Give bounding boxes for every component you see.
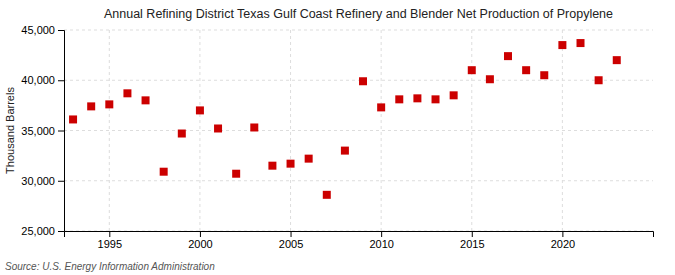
grid-line <box>471 30 472 231</box>
point <box>395 95 403 103</box>
grid-line <box>290 30 291 231</box>
point <box>214 124 222 132</box>
point <box>232 170 240 178</box>
tick-label: 2005 <box>279 238 303 250</box>
chart: 1995 2000 2005 2010 2015 2020 25,000 30,000 35,0… <box>0 0 675 275</box>
tick: 2000 <box>188 231 212 250</box>
point <box>323 191 331 199</box>
point <box>432 95 440 103</box>
y-axis: 25,000 30,000 35,000 40,000 45,000 <box>21 24 64 237</box>
point <box>468 66 476 74</box>
grid-line <box>562 30 563 231</box>
tick: 2010 <box>369 231 393 250</box>
source: Source: U.S. Energy Information Administ… <box>5 261 215 272</box>
point <box>69 115 77 123</box>
tick-mark <box>562 231 563 237</box>
grid-line <box>64 80 653 81</box>
point <box>268 162 276 170</box>
point <box>450 91 458 99</box>
tick: 2020 <box>551 231 575 250</box>
axis-line <box>58 31 65 232</box>
tick-mark <box>58 181 64 182</box>
tick: 2015 <box>460 231 484 250</box>
grid-line <box>64 180 653 181</box>
point <box>123 89 131 97</box>
tick-mark <box>58 131 64 132</box>
tick-label: 2020 <box>551 238 575 250</box>
tick-label: 2010 <box>369 238 393 250</box>
point <box>613 56 621 64</box>
point <box>577 39 585 47</box>
point <box>595 76 603 84</box>
point <box>105 100 113 108</box>
tick-label: 25,000 <box>21 225 55 237</box>
point <box>504 52 512 60</box>
point <box>142 96 150 104</box>
y-axis-title: Thousand Barrels <box>4 87 16 174</box>
tick-mark <box>109 231 110 237</box>
axis-line <box>65 232 654 238</box>
point <box>522 66 530 74</box>
point <box>305 155 313 163</box>
point <box>160 168 168 176</box>
tick-label: 1995 <box>98 238 122 250</box>
point <box>540 71 548 79</box>
tick: 35,000 <box>21 125 64 137</box>
point <box>87 102 95 110</box>
tick: 25,000 <box>21 225 64 237</box>
tick-mark <box>58 231 64 232</box>
point <box>359 77 367 85</box>
x-axis: 1995 2000 2005 2010 2015 2020 <box>65 231 654 250</box>
grid-line <box>199 30 200 231</box>
tick: 45,000 <box>21 24 64 36</box>
title: Annual Refining District Texas Gulf Coas… <box>104 7 613 21</box>
point <box>413 94 421 102</box>
point <box>178 130 186 138</box>
point <box>486 75 494 83</box>
tick-label: 40,000 <box>21 74 55 86</box>
point <box>341 147 349 155</box>
tick-label: 2015 <box>460 238 484 250</box>
plot: 1995 2000 2005 2010 2015 2020 25,000 30,000 35,0… <box>21 24 653 250</box>
tick-label: 30,000 <box>21 175 55 187</box>
tick: 30,000 <box>21 175 64 187</box>
tick-mark <box>381 231 382 237</box>
point <box>196 106 204 114</box>
tick-label: 35,000 <box>21 125 55 137</box>
grid-line <box>381 30 382 231</box>
point <box>377 103 385 111</box>
tick: 1995 <box>98 231 122 250</box>
tick: 2005 <box>279 231 303 250</box>
tick: 40,000 <box>21 74 64 86</box>
grid-line <box>64 130 653 131</box>
tick-mark <box>200 231 201 237</box>
tick-mark <box>291 231 292 237</box>
tick-mark <box>472 231 473 237</box>
grid-line <box>109 30 110 231</box>
tick-mark <box>58 30 64 31</box>
tick-mark <box>58 80 64 81</box>
points <box>69 39 621 199</box>
grid <box>64 30 653 231</box>
tick-label: 2000 <box>188 238 212 250</box>
point <box>250 123 258 131</box>
point <box>558 41 566 49</box>
grid-line <box>64 30 653 31</box>
tick-label: 45,000 <box>21 24 55 36</box>
point <box>287 160 295 168</box>
